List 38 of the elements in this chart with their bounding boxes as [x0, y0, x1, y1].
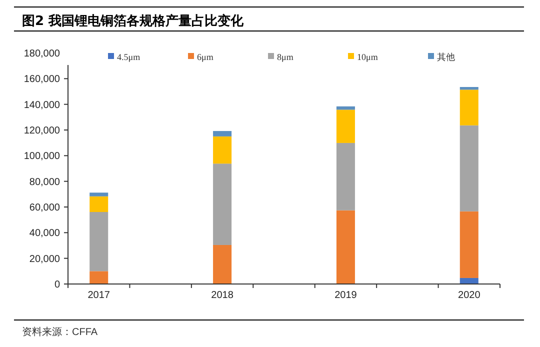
bar — [336, 210, 355, 284]
legend-label: 6μm — [197, 52, 214, 62]
bar — [460, 87, 478, 90]
y-tick-label: 80,000 — [29, 176, 60, 188]
y-tick-label: 100,000 — [24, 151, 60, 162]
y-tick-label: 20,000 — [29, 254, 60, 265]
bar — [90, 192, 108, 196]
bar — [213, 136, 232, 164]
x-tick-label: 2018 — [211, 290, 234, 301]
legend-label: 8μm — [277, 52, 294, 62]
x-tick-label: 2020 — [458, 290, 481, 301]
x-tick-label: 2019 — [334, 290, 358, 301]
chart-title: 图2 我国锂电铜箔各规格产量占比变化 — [22, 13, 245, 29]
bar — [460, 125, 478, 212]
y-tick-label: 140,000 — [24, 100, 60, 111]
y-tick-label: 40,000 — [29, 228, 60, 240]
bar — [336, 142, 355, 210]
legend-label: 其他 — [437, 52, 455, 62]
legend-label: 4.5μm — [117, 52, 140, 62]
y-tick-label: 160,000 — [24, 74, 60, 86]
text: 资料来源：CFFA — [22, 326, 98, 338]
bar — [213, 164, 232, 245]
y-tick-label: 60,000 — [29, 202, 60, 214]
bar — [90, 271, 108, 284]
y-tick-label: 180,000 — [24, 48, 60, 60]
legend-label: 10μm — [357, 52, 378, 62]
bar — [460, 278, 478, 284]
bar — [460, 211, 478, 278]
y-tick-label: 0 — [54, 280, 60, 290]
bar — [336, 106, 355, 110]
x-tick-label: 2017 — [88, 290, 110, 301]
bar — [336, 110, 355, 143]
bar — [460, 90, 478, 126]
bar — [213, 131, 232, 136]
bar — [213, 244, 232, 284]
y-tick-label: 120,000 — [24, 126, 60, 136]
bar — [90, 196, 108, 212]
bar — [90, 212, 108, 272]
